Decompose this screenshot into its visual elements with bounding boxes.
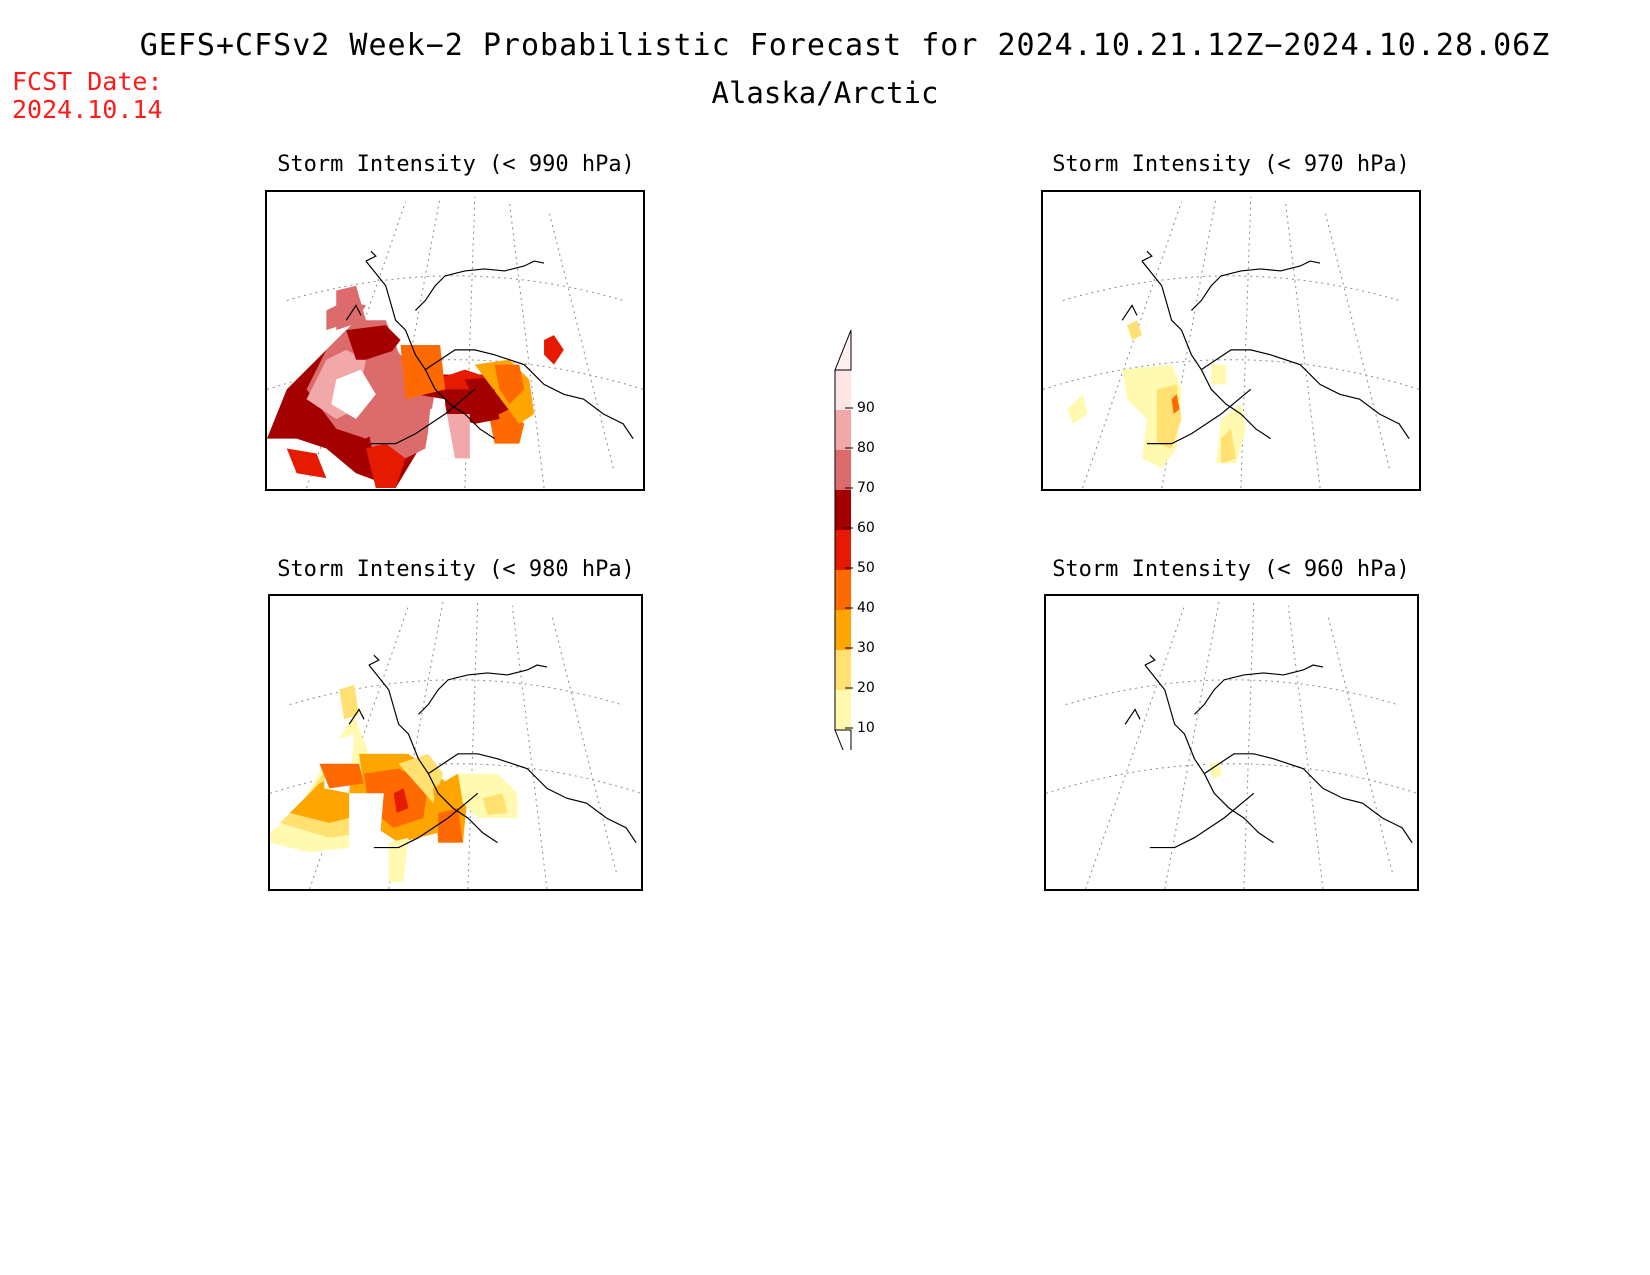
panel-title-980: Storm Intensity (< 980 hPa) [277,557,635,582]
colorbar-swatch-70 [835,450,851,490]
colorbar-swatch-50 [835,530,851,570]
colorbar-label-40: 40 [857,600,875,616]
forecast-date-block: FCST Date: 2024.10.14 [12,68,163,124]
forecast-date-label: FCST Date: [12,67,163,96]
colorbar-label-90: 90 [857,400,875,416]
coastlines [345,250,634,445]
coastlines [348,654,637,849]
colorbar-label-60: 60 [857,520,875,536]
colorbar-swatch-20 [835,650,851,690]
graticule [1046,600,1417,889]
colorbar-label-80: 80 [857,440,875,456]
probability-shading [1209,761,1223,779]
colorbar-label-10: 10 [857,720,875,736]
probability-shading [267,285,564,489]
page-title: GEFS+CFSv2 Week−2 Probabilistic Forecast… [139,28,1551,63]
colorbar-swatch-80 [835,410,851,450]
colorbar-top-extension [834,329,852,371]
colorbar-swatch-30 [835,610,851,650]
map-panel-970 [1041,190,1421,491]
colorbar-label-70: 70 [857,480,875,496]
forecast-date-value: 2024.10.14 [12,95,163,124]
colorbar-swatch-40 [835,570,851,610]
colorbar-label-50: 50 [857,560,875,576]
map-panel-980 [268,594,643,891]
colorbar-border [834,369,851,730]
probability-shading [270,684,518,883]
colorbar: 90 80 70 60 50 40 30 20 10 [820,329,900,771]
coastlines [1121,250,1410,445]
colorbar-swatch-60 [835,490,851,530]
colorbar-swatch-90 [835,370,851,410]
panel-title-960: Storm Intensity (< 960 hPa) [1052,557,1410,582]
map-panel-960 [1044,594,1419,891]
panel-title-990: Storm Intensity (< 990 hPa) [277,152,635,177]
colorbar-bottom-extension [834,729,852,771]
coastlines [1124,654,1413,849]
map-panel-990 [265,190,645,491]
probability-shading [1067,320,1246,469]
colorbar-swatch-10 [835,690,851,730]
panel-title-970: Storm Intensity (< 970 hPa) [1052,152,1410,177]
colorbar-label-30: 30 [857,640,875,656]
page-subtitle: Alaska/Arctic [711,76,939,110]
colorbar-label-20: 20 [857,680,875,696]
